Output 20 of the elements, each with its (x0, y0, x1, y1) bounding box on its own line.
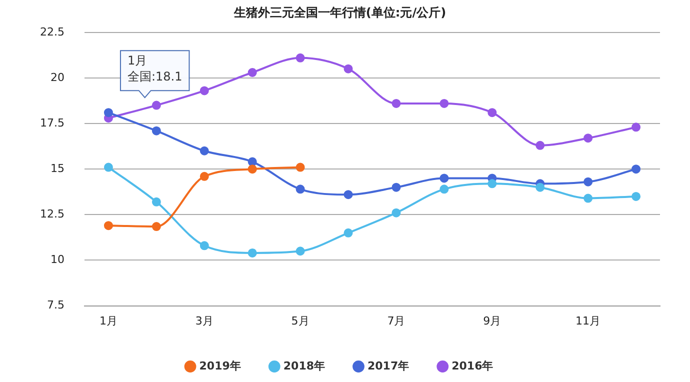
chart-title: 生猪外三元全国一年行情(单位:元/公斤) (232, 5, 446, 20)
legend-label: 2018年 (283, 359, 326, 372)
y-tick-label: 7.5 (46, 298, 64, 312)
y-tick-label: 12.5 (40, 208, 64, 221)
x-tick-label: 11月 (576, 314, 601, 328)
y-tick-label: 17.5 (40, 116, 64, 130)
x-tick-label: 1月 (99, 314, 118, 328)
legend-label: 2019年 (199, 359, 241, 372)
y-tick-label: 20 (50, 70, 64, 84)
annotation: 全国:18.1 (127, 70, 182, 84)
x-tick-label: 7月 (387, 314, 406, 328)
legend-label: 2016年 (452, 359, 494, 372)
legend-label: 2017年 (368, 359, 410, 372)
x-tick-label: 9月 (483, 314, 502, 328)
y-tick-label: 22.5 (40, 25, 64, 38)
x-tick-label: 3月 (195, 314, 214, 328)
annotation: 1月 (127, 54, 148, 68)
y-tick-label: 10 (50, 253, 64, 266)
x-tick-label: 5月 (291, 314, 310, 328)
y-tick-label: 15 (50, 162, 64, 175)
